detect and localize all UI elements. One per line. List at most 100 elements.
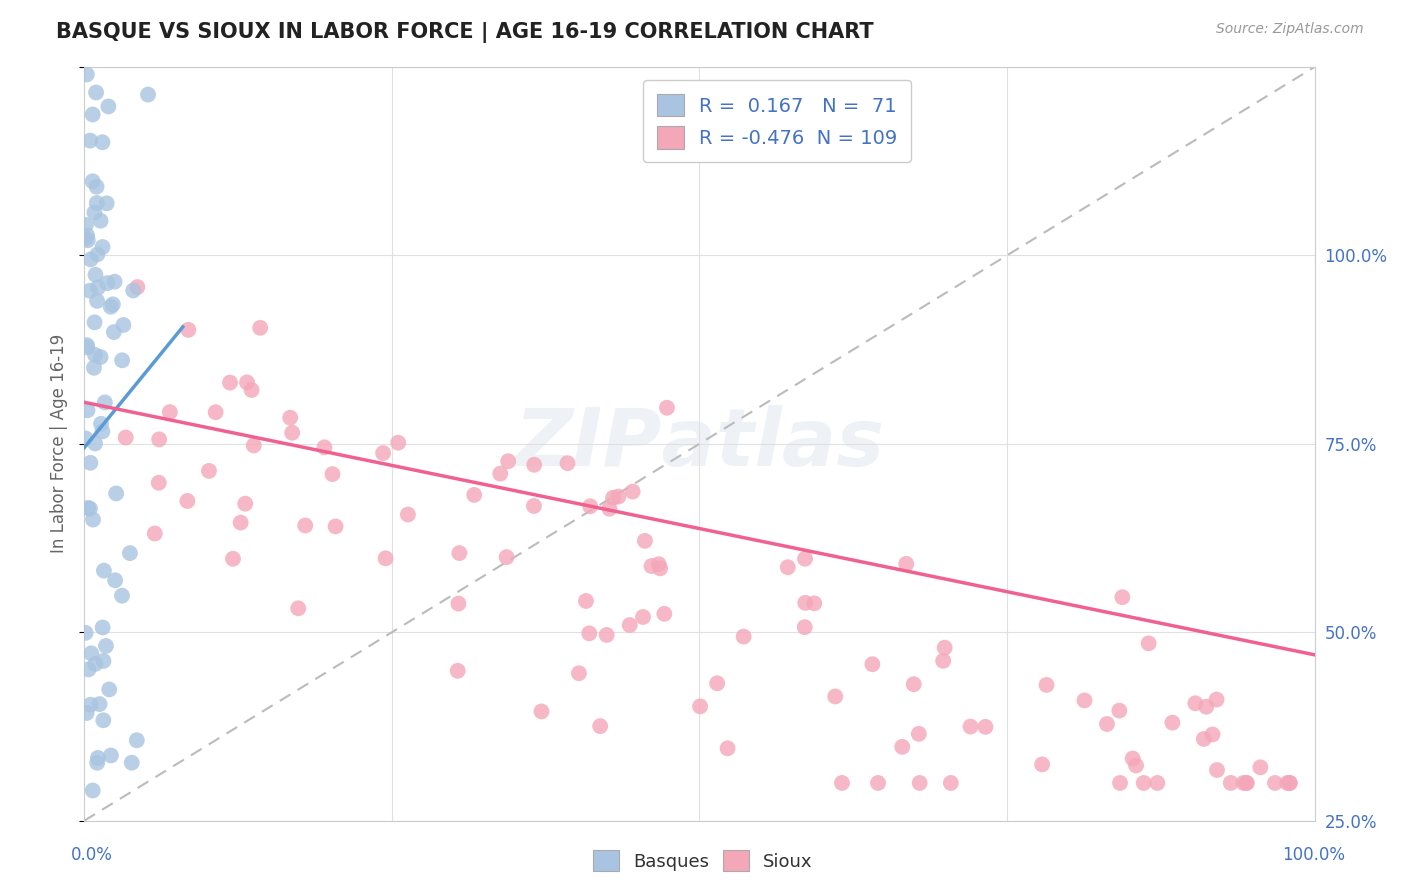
Point bbox=[1249, 760, 1271, 774]
Point bbox=[83, 205, 105, 219]
Point bbox=[1111, 590, 1133, 604]
Point bbox=[652, 607, 675, 621]
Point bbox=[655, 401, 678, 415]
Point bbox=[111, 589, 134, 603]
Point bbox=[1108, 704, 1130, 718]
Point bbox=[91, 620, 114, 634]
Point bbox=[80, 646, 103, 660]
Point bbox=[449, 546, 471, 560]
Text: 0.0%: 0.0% bbox=[70, 846, 112, 863]
Point bbox=[866, 776, 889, 790]
Point bbox=[229, 516, 252, 530]
Point bbox=[236, 376, 259, 390]
Point bbox=[1031, 757, 1053, 772]
Legend: R =  0.167   N =  71, R = -0.476  N = 109: R = 0.167 N = 71, R = -0.476 N = 109 bbox=[643, 80, 911, 162]
Point bbox=[104, 574, 127, 588]
Point bbox=[557, 456, 579, 470]
Point bbox=[496, 454, 519, 468]
Point bbox=[84, 348, 107, 362]
Point bbox=[1146, 776, 1168, 790]
Point bbox=[1137, 636, 1160, 650]
Point bbox=[96, 276, 118, 290]
Point bbox=[159, 405, 181, 419]
Point bbox=[621, 484, 644, 499]
Point bbox=[122, 284, 145, 298]
Point bbox=[91, 425, 114, 439]
Point bbox=[198, 464, 221, 478]
Point bbox=[121, 756, 143, 770]
Point bbox=[640, 559, 662, 574]
Point bbox=[860, 657, 883, 672]
Point bbox=[97, 99, 120, 113]
Point bbox=[579, 500, 602, 514]
Point bbox=[294, 518, 316, 533]
Point bbox=[1125, 758, 1147, 772]
Point bbox=[101, 297, 124, 311]
Point bbox=[79, 134, 101, 148]
Point bbox=[1192, 731, 1215, 746]
Point bbox=[495, 550, 517, 565]
Point bbox=[932, 654, 955, 668]
Point bbox=[908, 776, 931, 790]
Text: 100.0%: 100.0% bbox=[1282, 846, 1344, 863]
Point bbox=[148, 475, 170, 490]
Point bbox=[1201, 727, 1223, 741]
Point bbox=[79, 252, 101, 267]
Point bbox=[79, 501, 101, 516]
Point bbox=[831, 776, 853, 790]
Point bbox=[530, 705, 553, 719]
Point bbox=[100, 300, 122, 314]
Point bbox=[650, 561, 672, 575]
Point bbox=[96, 196, 118, 211]
Point bbox=[589, 719, 612, 733]
Point bbox=[387, 435, 409, 450]
Point bbox=[77, 662, 100, 676]
Point bbox=[111, 353, 134, 368]
Point bbox=[578, 626, 600, 640]
Point bbox=[908, 727, 931, 741]
Text: Source: ZipAtlas.com: Source: ZipAtlas.com bbox=[1216, 22, 1364, 37]
Point bbox=[90, 350, 112, 364]
Point bbox=[249, 321, 271, 335]
Text: BASQUE VS SIOUX IN LABOR FORCE | AGE 16-19 CORRELATION CHART: BASQUE VS SIOUX IN LABOR FORCE | AGE 16-… bbox=[56, 22, 875, 44]
Point bbox=[794, 551, 817, 566]
Point bbox=[939, 776, 962, 790]
Point bbox=[127, 280, 149, 294]
Point bbox=[974, 720, 997, 734]
Point bbox=[75, 218, 97, 232]
Point bbox=[371, 446, 394, 460]
Point bbox=[89, 697, 111, 711]
Point bbox=[1264, 776, 1286, 790]
Point bbox=[523, 458, 546, 472]
Point bbox=[222, 551, 245, 566]
Point bbox=[114, 431, 136, 445]
Point bbox=[824, 690, 846, 704]
Point bbox=[1205, 692, 1227, 706]
Point bbox=[82, 107, 104, 121]
Point bbox=[959, 720, 981, 734]
Point bbox=[87, 751, 110, 765]
Point bbox=[177, 323, 200, 337]
Point bbox=[891, 739, 914, 754]
Point bbox=[98, 682, 121, 697]
Point bbox=[321, 467, 343, 481]
Point bbox=[76, 338, 98, 352]
Y-axis label: In Labor Force | Age 16-19: In Labor Force | Age 16-19 bbox=[51, 334, 69, 553]
Point bbox=[84, 268, 107, 282]
Point bbox=[1277, 776, 1299, 790]
Point bbox=[689, 699, 711, 714]
Point bbox=[100, 748, 122, 763]
Point bbox=[82, 783, 104, 797]
Point bbox=[1219, 776, 1241, 790]
Point bbox=[75, 231, 97, 245]
Text: ZIP​atlas: ZIP​atlas bbox=[515, 405, 884, 483]
Point bbox=[281, 425, 304, 440]
Point bbox=[1278, 776, 1301, 790]
Point bbox=[1132, 776, 1154, 790]
Point bbox=[602, 491, 624, 505]
Point bbox=[1122, 751, 1144, 765]
Point bbox=[1035, 678, 1057, 692]
Point bbox=[76, 233, 98, 247]
Point bbox=[125, 733, 148, 747]
Point bbox=[86, 247, 108, 261]
